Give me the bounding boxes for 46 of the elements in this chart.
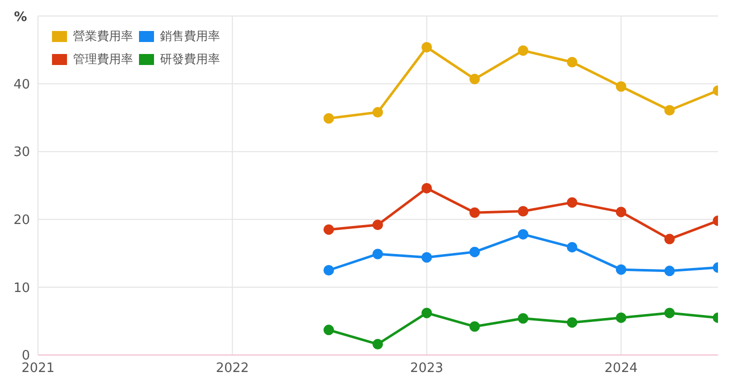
point xyxy=(566,56,578,68)
point xyxy=(616,81,626,92)
legend-label: 管理費用率 xyxy=(73,51,133,68)
legend-label: 研發費用率 xyxy=(160,51,220,68)
point xyxy=(566,242,578,252)
point xyxy=(372,107,383,118)
point xyxy=(664,234,675,244)
point xyxy=(421,308,432,318)
point xyxy=(518,313,528,324)
point xyxy=(664,308,675,318)
legend-label: 銷售費用率 xyxy=(160,28,220,45)
x-tick-label: 2024 xyxy=(604,361,638,376)
point xyxy=(664,104,675,116)
y-tick-label: 30 xyxy=(13,145,30,160)
point xyxy=(421,42,432,52)
point xyxy=(518,45,528,56)
point xyxy=(616,312,626,323)
x-tick-label: 2022 xyxy=(216,361,249,376)
x-tick-label: 2021 xyxy=(21,361,55,376)
point xyxy=(421,252,432,263)
legend-label: 營業費用率 xyxy=(73,28,133,45)
point xyxy=(469,321,480,332)
point xyxy=(323,113,334,124)
point xyxy=(323,324,334,336)
point xyxy=(323,265,334,276)
point xyxy=(664,266,675,276)
y-tick-label: 10 xyxy=(13,280,30,296)
point xyxy=(323,224,334,235)
point xyxy=(372,338,383,350)
y-tick-label: 0 xyxy=(22,348,30,364)
point xyxy=(372,248,383,260)
point xyxy=(518,206,528,217)
x-tick-label: 2023 xyxy=(410,361,444,376)
point xyxy=(518,229,528,240)
point xyxy=(616,264,626,275)
point xyxy=(469,246,480,258)
point xyxy=(566,317,578,328)
point xyxy=(469,207,480,218)
point xyxy=(372,220,383,230)
point xyxy=(421,182,432,194)
point xyxy=(616,206,626,218)
y-tick-label: 40 xyxy=(13,77,30,92)
y-tick-label: 20 xyxy=(13,213,30,228)
point xyxy=(469,74,480,84)
point xyxy=(566,197,578,208)
y-axis-title: % xyxy=(14,10,28,25)
